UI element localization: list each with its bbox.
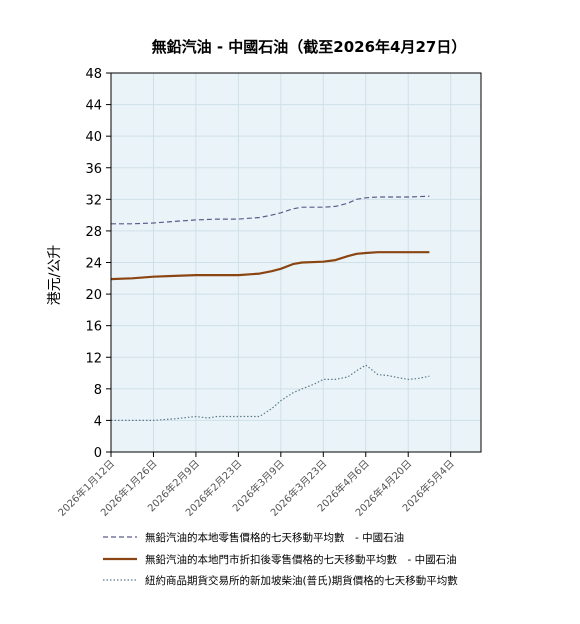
y-tick-label: 28: [85, 225, 102, 240]
x-axis-ticks: 2026年1月12日2026年1月26日2026年2月9日2026年2月23日2…: [55, 452, 457, 519]
y-tick-label: 20: [85, 288, 102, 303]
y-tick-label: 48: [85, 67, 102, 82]
y-axis-label: 港元/公升: [47, 245, 63, 306]
series-line-solid: [110, 251, 430, 281]
y-tick-label: 16: [85, 320, 102, 335]
legend-label: 紐約商品期貨交易所的新加坡柴油(普氏)期貨價格的七天移動平均數: [145, 574, 458, 587]
y-tick-label: 4: [94, 414, 102, 429]
y-tick-label: 40: [85, 130, 102, 145]
series-layer: [110, 195, 430, 421]
y-tick-label: 0: [94, 446, 102, 461]
y-tick-label: 44: [85, 99, 102, 114]
series-line-dotted: [111, 364, 430, 421]
y-tick-label: 24: [85, 257, 102, 272]
series-line-dashed: [111, 195, 430, 225]
grid-lines: [110, 73, 481, 452]
y-tick-label: 36: [85, 162, 102, 177]
legend: 無鉛汽油的本地零售價格的七天移動平均數 - 中國石油無鉛汽油的本地門市折扣後零售…: [103, 531, 458, 587]
legend-label: 無鉛汽油的本地門市折扣後零售價格的七天移動平均數 - 中國石油: [145, 553, 457, 566]
y-tick-label: 32: [85, 193, 102, 208]
chart-title: 無鉛汽油 - 中國石油（截至2026年4月27日）: [152, 38, 467, 56]
y-tick-label: 8: [94, 383, 102, 398]
y-tick-label: 12: [85, 351, 102, 366]
legend-label: 無鉛汽油的本地零售價格的七天移動平均數 - 中國石油: [145, 531, 404, 544]
